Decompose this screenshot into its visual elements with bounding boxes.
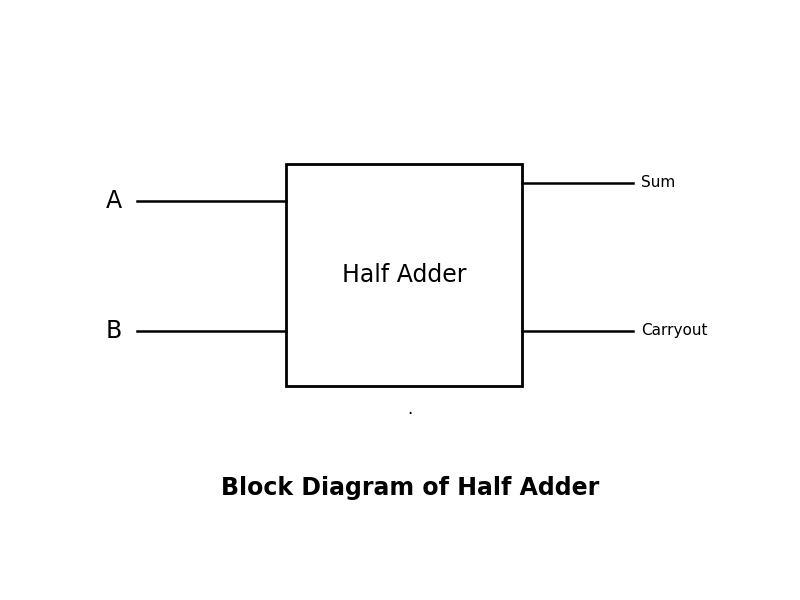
Text: A: A xyxy=(106,190,122,214)
Text: Half Adder: Half Adder xyxy=(342,263,466,287)
Text: .: . xyxy=(407,400,413,418)
Text: Sum: Sum xyxy=(641,175,675,190)
Text: B: B xyxy=(106,319,122,343)
Bar xyxy=(286,164,522,386)
Text: Block Diagram of Half Adder: Block Diagram of Half Adder xyxy=(221,476,599,500)
Text: Carryout: Carryout xyxy=(641,323,707,338)
